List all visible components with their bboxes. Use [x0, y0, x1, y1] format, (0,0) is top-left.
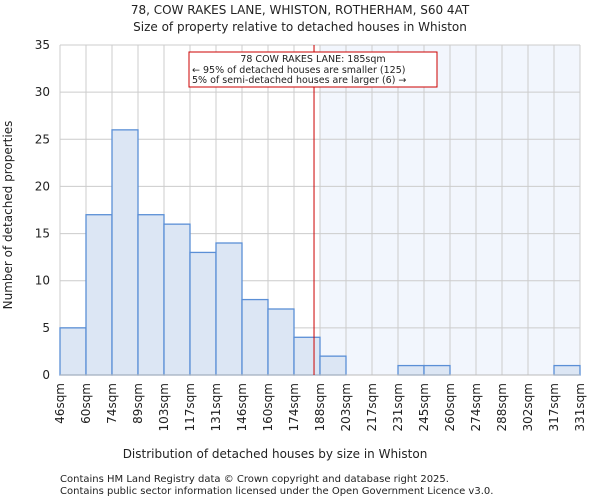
x-tick-label: 260sqm	[443, 383, 457, 431]
x-tick-label: 245sqm	[417, 383, 431, 431]
x-tick-label: 117sqm	[183, 383, 197, 431]
annotation-box	[188, 51, 438, 88]
histogram-bar	[137, 214, 165, 376]
histogram-bar	[319, 355, 347, 376]
annotation-line: ← 95% of detached houses are smaller (12…	[192, 65, 405, 76]
histogram-bar	[59, 327, 87, 376]
histogram-bar	[423, 364, 451, 376]
y-tick-label: 15	[35, 227, 50, 241]
x-tick-label: 288sqm	[495, 383, 509, 431]
histogram-bar	[293, 336, 321, 376]
x-tick-label: 302sqm	[521, 383, 535, 431]
y-axis-label: Number of detached properties	[1, 121, 15, 310]
footer-line-1: Contains HM Land Registry data © Crown c…	[60, 474, 449, 485]
chart-subtitle: Size of property relative to detached ho…	[133, 20, 467, 34]
histogram-bar	[189, 251, 217, 376]
x-tick-label: 131sqm	[209, 383, 223, 431]
x-tick-label: 146sqm	[235, 383, 249, 431]
histogram-bar	[111, 129, 139, 376]
y-tick-label: 0	[42, 368, 50, 382]
y-tick-label: 30	[35, 85, 50, 99]
x-tick-label: 331sqm	[573, 383, 587, 431]
x-tick-label: 103sqm	[157, 383, 171, 431]
chart-title: 78, COW RAKES LANE, WHISTON, ROTHERHAM, …	[131, 3, 470, 17]
x-tick-label: 174sqm	[287, 383, 301, 431]
x-axis-label: Distribution of detached houses by size …	[123, 447, 428, 461]
annotation-line: 78 COW RAKES LANE: 185sqm	[240, 54, 385, 65]
histogram-bar	[163, 223, 191, 376]
histogram-bar	[215, 242, 243, 376]
x-tick-label: 60sqm	[79, 383, 93, 424]
y-tick-label: 5	[42, 321, 50, 335]
histogram-bar	[397, 364, 425, 376]
x-tick-label: 160sqm	[261, 383, 275, 431]
x-tick-label: 317sqm	[547, 383, 561, 431]
x-tick-label: 188sqm	[313, 383, 327, 431]
x-tick-label: 89sqm	[131, 383, 145, 424]
x-tick-label: 217sqm	[365, 383, 379, 431]
x-tick-label: 203sqm	[339, 383, 353, 431]
x-tick-label: 74sqm	[105, 383, 119, 424]
y-tick-label: 10	[35, 274, 50, 288]
y-tick-label: 35	[35, 38, 50, 52]
histogram-bar	[553, 364, 581, 376]
annotation-line: 5% of semi-detached houses are larger (6…	[192, 75, 406, 86]
footer-line-2: Contains public sector information licen…	[60, 486, 493, 497]
histogram-bar	[267, 308, 295, 376]
x-tick-label: 46sqm	[53, 383, 67, 424]
y-tick-label: 20	[35, 179, 50, 193]
y-tick-label: 25	[35, 132, 50, 146]
x-tick-label: 231sqm	[391, 383, 405, 431]
histogram-bar	[85, 214, 113, 376]
histogram-bar	[241, 298, 269, 376]
x-tick-label: 274sqm	[469, 383, 483, 431]
